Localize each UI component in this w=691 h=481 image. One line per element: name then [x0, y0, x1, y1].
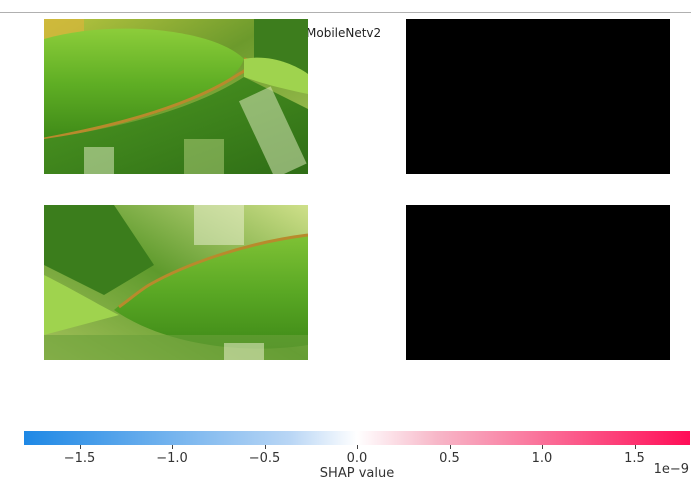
colorbar-label: SHAP value [319, 466, 395, 481]
colorbar-tick [542, 445, 543, 449]
colorbar-tick [634, 445, 636, 449]
colorbar-tick [79, 445, 81, 449]
colorbar-tick-label: 1.0 [531, 451, 553, 466]
colorbar-tick [357, 445, 358, 449]
colorbar-tick [449, 445, 451, 449]
colorbar-tick [172, 445, 173, 449]
colorbar-tick-label: −1.0 [156, 451, 188, 466]
colorbar-tick-label: 0.5 [439, 451, 460, 466]
leaf-image-1 [44, 19, 308, 174]
shap-colorbar [24, 431, 690, 445]
colorbar-tick [264, 445, 266, 449]
colorbar-tick-label: 0.0 [346, 451, 368, 466]
colorbar-tick-label: −0.5 [248, 451, 281, 466]
shap-map-1 [406, 19, 670, 174]
chart-title: MobileNetv2 [306, 26, 382, 40]
shap-map-2 [406, 205, 670, 360]
colorbar-tick-label: 1.5 [624, 451, 645, 466]
top-divider [0, 12, 691, 13]
colorbar-tick-label: −1.5 [63, 451, 96, 466]
colorbar-exponent: 1e−9 [653, 462, 689, 477]
leaf-image-2 [44, 205, 308, 360]
